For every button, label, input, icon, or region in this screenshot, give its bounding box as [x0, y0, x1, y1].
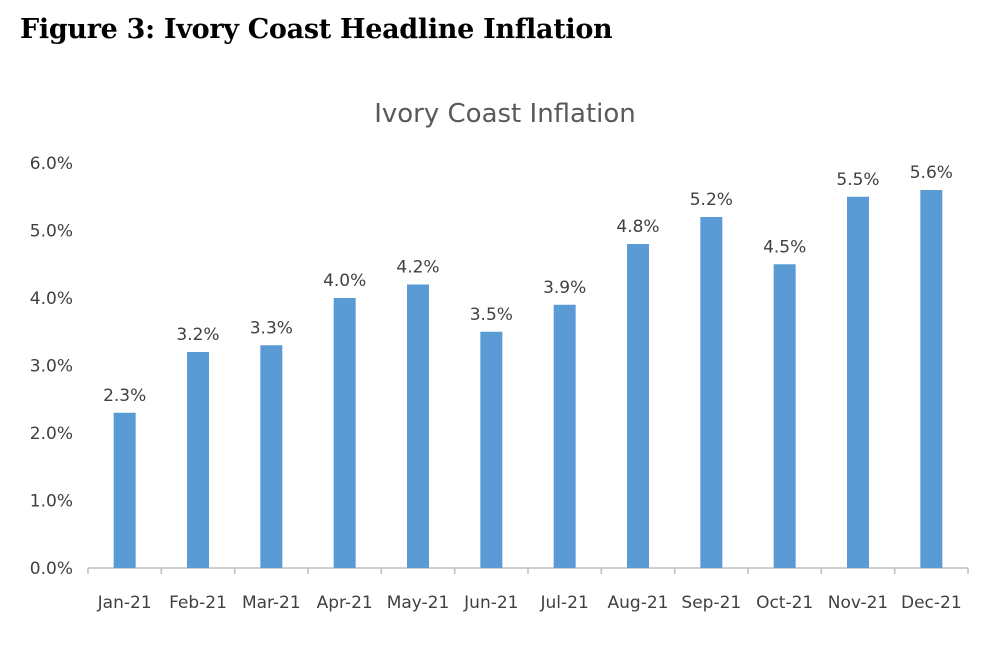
y-tick-label: 0.0%: [30, 559, 73, 579]
data-label: 5.2%: [690, 190, 733, 210]
y-tick-label: 5.0%: [30, 222, 73, 242]
data-label: 3.3%: [250, 318, 293, 338]
x-axis-tick-marks: [88, 568, 968, 574]
bar-may-21: [407, 285, 429, 569]
x-tick-label: Mar-21: [242, 593, 301, 613]
bar-aug-21: [627, 244, 649, 568]
data-label: 4.2%: [396, 258, 439, 278]
x-tick-label: Apr-21: [317, 593, 373, 613]
bar-oct-21: [774, 264, 796, 568]
bars: [114, 190, 943, 568]
chart-title: Ivory Coast Inflation: [374, 99, 636, 129]
y-axis-tick-labels: 0.0% 1.0% 2.0% 3.0% 4.0% 5.0% 6.0%: [30, 154, 73, 579]
bar-jun-21: [480, 332, 502, 568]
x-tick-label: Feb-21: [169, 593, 227, 613]
bar-apr-21: [334, 298, 356, 568]
y-tick-label: 2.0%: [30, 424, 73, 444]
x-axis-tick-labels: Jan-21 Feb-21 Mar-21 Apr-21 May-21 Jun-21 Jul-…: [97, 593, 962, 613]
data-labels: 2.3% 3.2% 3.3% 4.0% 4.2% 3.5% 3.9% 4.8% 5.2% 4.5%…: [103, 163, 953, 406]
y-tick-label: 4.0%: [30, 289, 73, 309]
data-label: 3.2%: [176, 325, 219, 345]
bar-nov-21: [847, 197, 869, 568]
x-tick-label: May-21: [387, 593, 450, 613]
data-label: 5.6%: [910, 163, 953, 183]
data-label: 3.9%: [543, 278, 586, 298]
x-tick-label: Dec-21: [901, 593, 962, 613]
bar-sep-21: [700, 217, 722, 568]
y-tick-label: 3.0%: [30, 357, 73, 377]
bar-jul-21: [554, 305, 576, 568]
bar-dec-21: [920, 190, 942, 568]
data-label: 4.5%: [763, 237, 806, 257]
x-tick-label: Jun-21: [463, 593, 518, 613]
data-label: 4.8%: [616, 217, 659, 237]
x-tick-label: Jul-21: [540, 593, 589, 613]
bar-feb-21: [187, 352, 209, 568]
x-tick-label: Jan-21: [97, 593, 152, 613]
x-tick-label: Aug-21: [608, 593, 669, 613]
data-label: 4.0%: [323, 271, 366, 291]
bar-mar-21: [260, 345, 282, 568]
x-tick-label: Nov-21: [828, 593, 889, 613]
data-label: 2.3%: [103, 386, 146, 406]
y-tick-label: 1.0%: [30, 492, 73, 512]
data-label: 3.5%: [470, 305, 513, 325]
x-tick-label: Oct-21: [756, 593, 813, 613]
data-label: 5.5%: [836, 170, 879, 190]
bar-jan-21: [114, 413, 136, 568]
y-tick-label: 6.0%: [30, 154, 73, 174]
x-tick-label: Sep-21: [681, 593, 741, 613]
